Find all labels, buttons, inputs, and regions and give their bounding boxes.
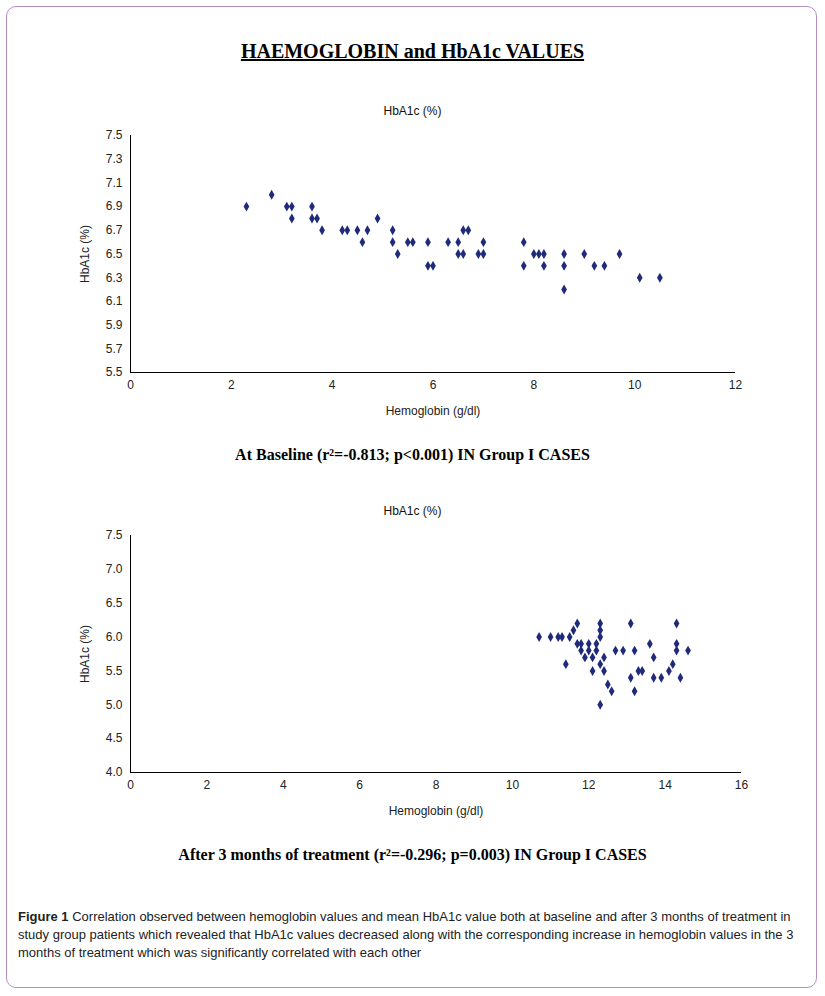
svg-text:HbA1c (%): HbA1c (%) [78,625,92,683]
svg-text:4: 4 [329,378,336,392]
html-text:Figure 1 Correlation observed: Figure 1 Correlation observed between he… [18,909,794,960]
svg-text:10: 10 [628,378,642,392]
svg-text:5.0: 5.0 [106,698,123,712]
svg-text:4.0: 4.0 [106,765,123,779]
svg-text:7.5: 7.5 [106,128,123,142]
svg-text:8: 8 [530,378,537,392]
svg-text:6.3: 6.3 [106,271,123,285]
svg-text:5.7: 5.7 [106,342,123,356]
svg-text:0: 0 [127,778,134,792]
html-text:After 3 months of treatment (r: After 3 months of treatment (r²=-0.296; … [178,846,647,863]
svg-text:6.1: 6.1 [106,294,123,308]
svg-text:4.5: 4.5 [106,731,123,745]
svg-text:4: 4 [280,778,287,792]
svg-text:6: 6 [430,378,437,392]
svg-text:16: 16 [735,778,749,792]
svg-text:6.7: 6.7 [106,223,123,237]
html-text:HAEMOGLOBIN and HbA1c VALUES: HAEMOGLOBIN and HbA1c VALUES [240,40,585,62]
svg-text:7.5: 7.5 [106,528,123,542]
svg-text:5.5: 5.5 [106,664,123,678]
svg-text:5.5: 5.5 [106,365,123,379]
svg-text:2: 2 [228,378,235,392]
svg-text:5.9: 5.9 [106,318,123,332]
html-text:HbA1c (%): HbA1c (%) [383,504,442,518]
svg-text:6: 6 [356,778,363,792]
svg-text:6.0: 6.0 [106,630,123,644]
svg-text:14: 14 [658,778,672,792]
svg-text:7.1: 7.1 [106,176,123,190]
html-text:HbA1c (%): HbA1c (%) [383,104,442,118]
svg-text:6.5: 6.5 [106,596,123,610]
svg-text:12: 12 [729,378,743,392]
svg-text:HbA1c (%): HbA1c (%) [78,225,92,283]
svg-text:12: 12 [582,778,596,792]
svg-text:Hemoglobin (g/dl): Hemoglobin (g/dl) [389,804,484,818]
svg-text:8: 8 [433,778,440,792]
svg-text:7.0: 7.0 [106,562,123,576]
svg-text:Hemoglobin (g/dl): Hemoglobin (g/dl) [386,404,481,418]
svg-text:0: 0 [127,378,134,392]
svg-text:6.9: 6.9 [106,199,123,213]
svg-text:10: 10 [506,778,520,792]
svg-text:6.5: 6.5 [106,247,123,261]
svg-text:7.3: 7.3 [106,152,123,166]
html-text:At Baseline (r²=-0.813; p<0.00: At Baseline (r²=-0.813; p<0.001) IN Grou… [235,446,590,463]
svg-text:2: 2 [204,778,211,792]
